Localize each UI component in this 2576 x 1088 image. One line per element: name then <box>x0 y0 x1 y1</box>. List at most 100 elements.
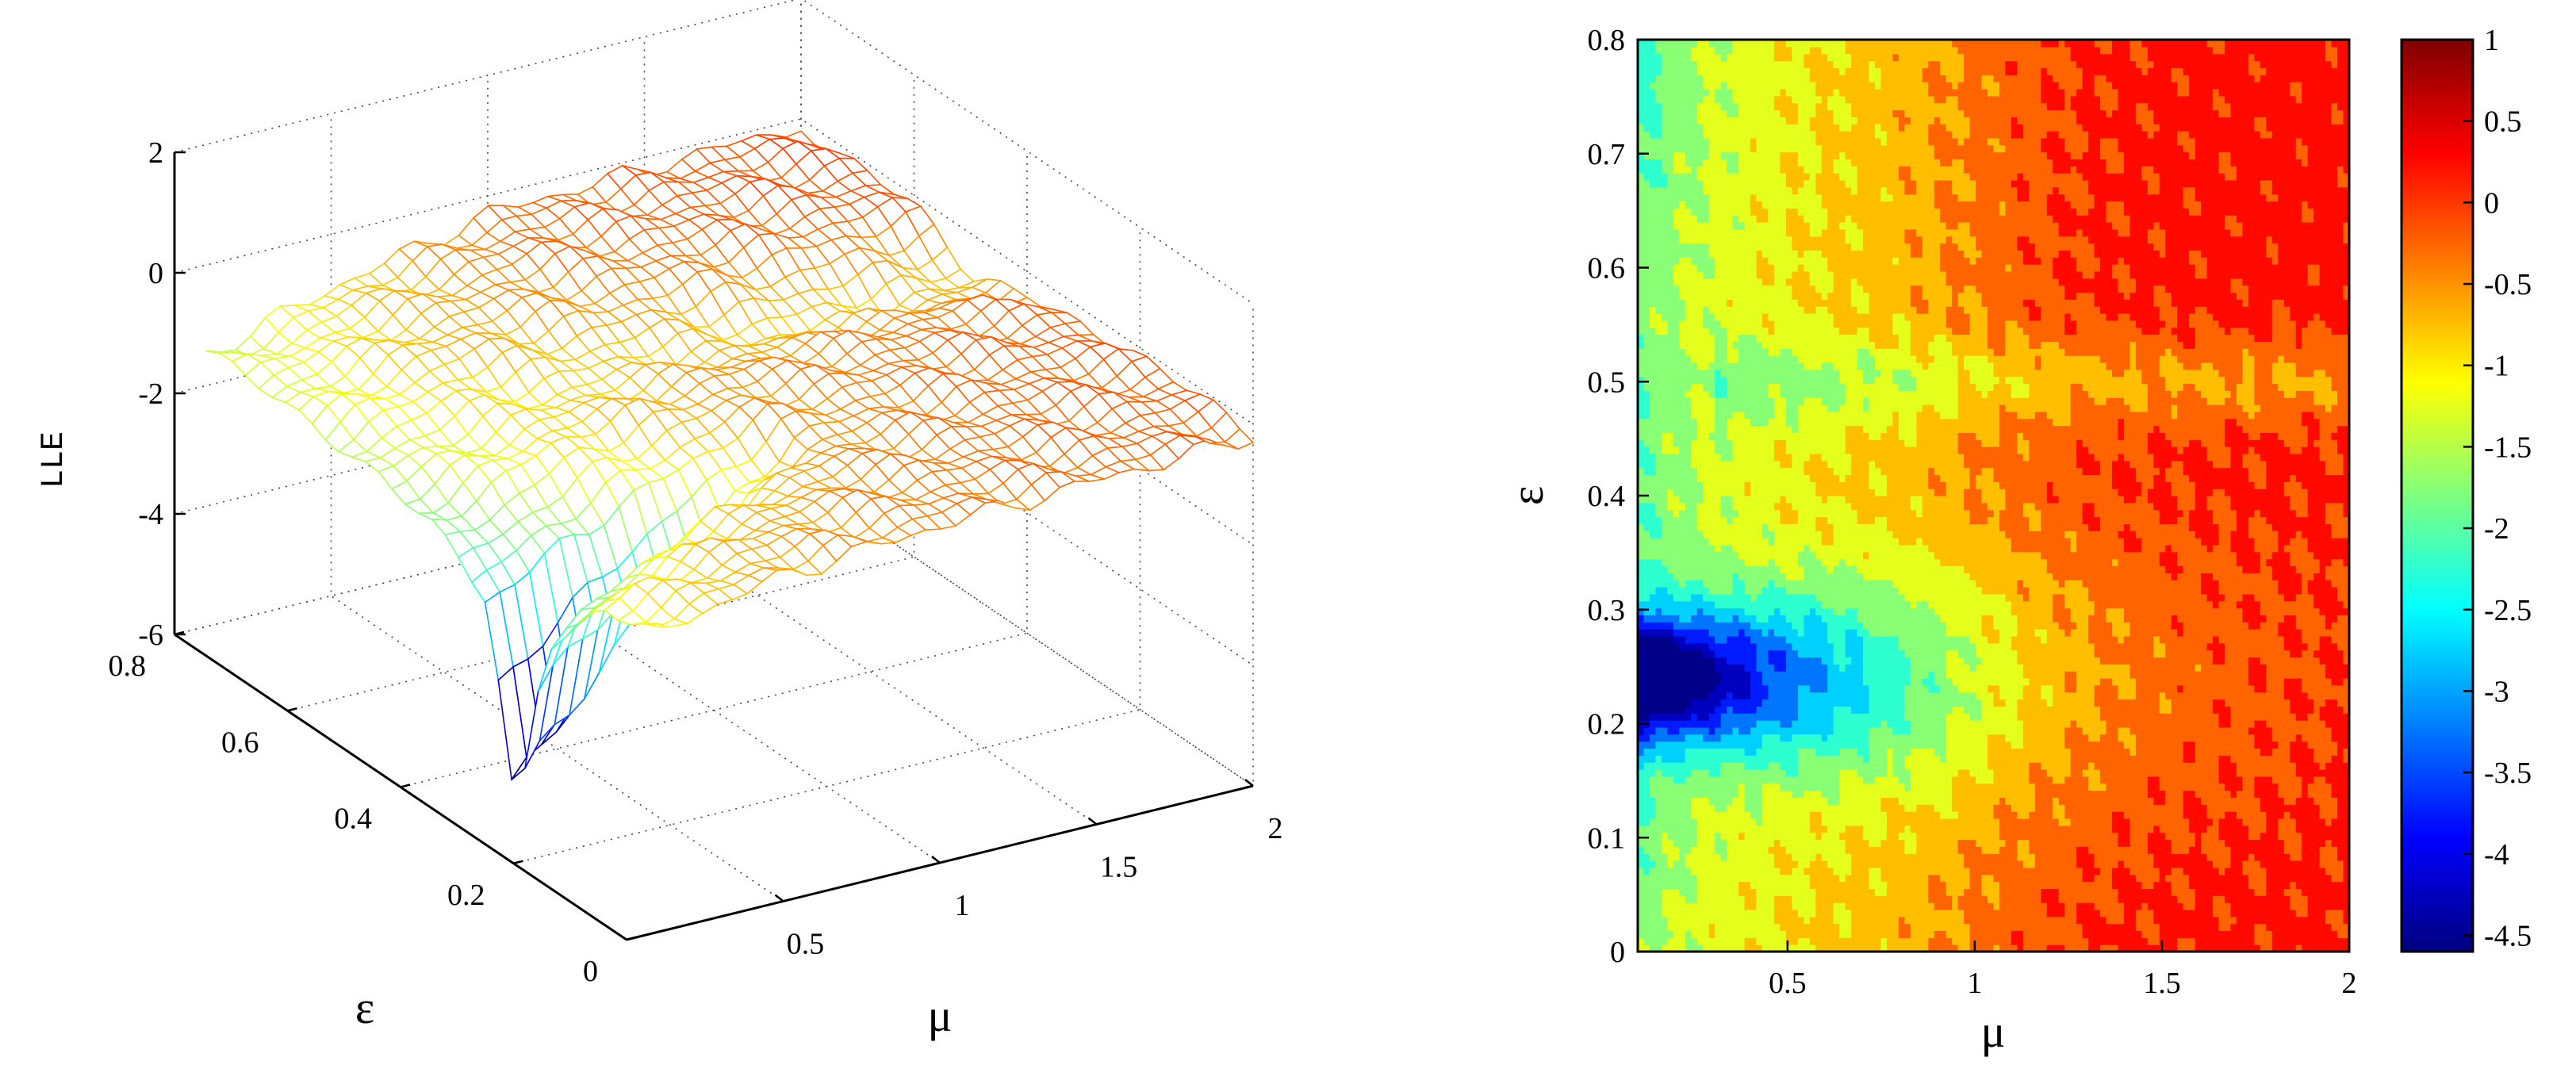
contour-cell <box>2266 882 2272 889</box>
contour-cell <box>2272 924 2279 931</box>
contour-cell <box>2219 748 2225 755</box>
contour-cell <box>1875 769 1881 776</box>
contour-cell <box>2219 762 2225 769</box>
contour-cell <box>2165 791 2172 798</box>
contour-cell <box>2118 804 2124 811</box>
contour-cell <box>2201 755 2207 762</box>
contour-cell <box>1804 826 1810 833</box>
contour-cell <box>1650 804 1656 811</box>
contour-cell <box>2005 853 2011 860</box>
contour-cell <box>1655 826 1662 833</box>
contour-cell <box>2076 888 2083 895</box>
contour-cell <box>2076 937 2083 944</box>
contour-cell <box>2237 755 2243 762</box>
contour-cell <box>2332 783 2338 791</box>
contour-cell <box>2260 860 2267 868</box>
contour-cell <box>2195 783 2202 791</box>
contour-cell <box>2337 917 2344 924</box>
contour-cell <box>2284 860 2290 868</box>
contour-cell <box>2177 797 2183 804</box>
contour-cell <box>2189 910 2195 917</box>
contour-cell <box>2248 846 2255 853</box>
contour-cell <box>2023 846 2030 853</box>
contour-cell <box>1976 860 1982 868</box>
contour-cell <box>1733 924 1739 931</box>
contour-cell <box>1827 833 1834 840</box>
contour-cell <box>2071 868 2077 875</box>
contour-cell <box>1952 875 1958 882</box>
contour-cell <box>1904 902 1911 910</box>
contour-cell <box>1839 839 1846 846</box>
contour-cell <box>1880 776 1887 783</box>
contour-cell <box>1940 930 1946 937</box>
contour-cell <box>1892 839 1899 846</box>
contour-cell <box>1792 917 1798 924</box>
contour-cell <box>2136 769 2142 776</box>
contour-cell <box>1887 755 1893 762</box>
contour-cell <box>2313 818 2320 826</box>
contour-cell <box>2071 776 2077 783</box>
contour-cell <box>2172 839 2178 846</box>
contour-cell <box>1685 811 1692 818</box>
contour-cell <box>1679 930 1685 937</box>
contour-cell <box>1662 839 1668 846</box>
contour-cell <box>2005 917 2011 924</box>
contour-cell <box>1703 882 1709 889</box>
contour-cell <box>2260 826 2267 833</box>
contour-cell <box>1679 888 1685 895</box>
contour-cell <box>2041 917 2047 924</box>
contour-cell <box>2112 818 2118 826</box>
contour-cell <box>2320 888 2326 895</box>
contour-cell <box>2201 924 2207 931</box>
contour-cell <box>2290 860 2296 868</box>
contour-cell <box>1815 797 1822 804</box>
contour-cell <box>1940 882 1946 889</box>
z-tick-label: 2 <box>148 136 163 170</box>
contour-cell <box>2011 853 2018 860</box>
contour-cell <box>2011 868 2018 875</box>
contour-cell <box>2053 846 2059 853</box>
contour-cell <box>1839 846 1846 853</box>
contour-cell <box>2035 769 2041 776</box>
contour-cell <box>2237 924 2243 931</box>
contour-cell <box>1650 895 1656 902</box>
contour-cell <box>1880 875 1887 882</box>
contour-cell <box>1810 937 1816 944</box>
contour-cell <box>2076 930 2083 937</box>
contour-cell <box>1709 762 1715 769</box>
contour-cell <box>1745 783 1751 791</box>
contour-cell <box>2308 826 2314 833</box>
contour-cell <box>1697 783 1704 791</box>
contour-cell <box>2231 917 2237 924</box>
contour-cell <box>1834 769 1840 776</box>
contour-cell <box>2071 853 2077 860</box>
contour-cell <box>1994 917 2000 924</box>
contour-cell <box>2005 818 2011 826</box>
contour-cell <box>2100 846 2106 853</box>
contour-cell <box>1875 783 1881 791</box>
contour-cell <box>1798 833 1804 840</box>
contour-cell <box>2124 888 2130 895</box>
contour-cell <box>2053 741 2059 749</box>
contour-cell <box>1691 776 1697 783</box>
contour-cell <box>1880 811 1887 818</box>
contour-cell <box>1952 783 1958 791</box>
contour-cell <box>2165 853 2172 860</box>
contour-cell <box>2112 741 2118 749</box>
contour-cell <box>1762 839 1769 846</box>
contour-cell <box>1768 875 1774 882</box>
contour-cell <box>2231 826 2237 833</box>
eps-tick-label: 0.4 <box>335 803 373 836</box>
contour-cell <box>2148 902 2154 910</box>
contour-cell <box>2035 917 2041 924</box>
contour-cell <box>1697 910 1704 917</box>
contour-cell <box>1851 917 1857 924</box>
contour-cell <box>2254 937 2260 944</box>
contour-cell <box>2017 818 2023 826</box>
contour-cell <box>2136 783 2142 791</box>
contour-cell <box>2029 875 2035 882</box>
contour-cell <box>1792 937 1798 944</box>
contour-cell <box>1970 910 1976 917</box>
contour-cell <box>1762 875 1769 882</box>
contour-cell <box>1762 917 1769 924</box>
